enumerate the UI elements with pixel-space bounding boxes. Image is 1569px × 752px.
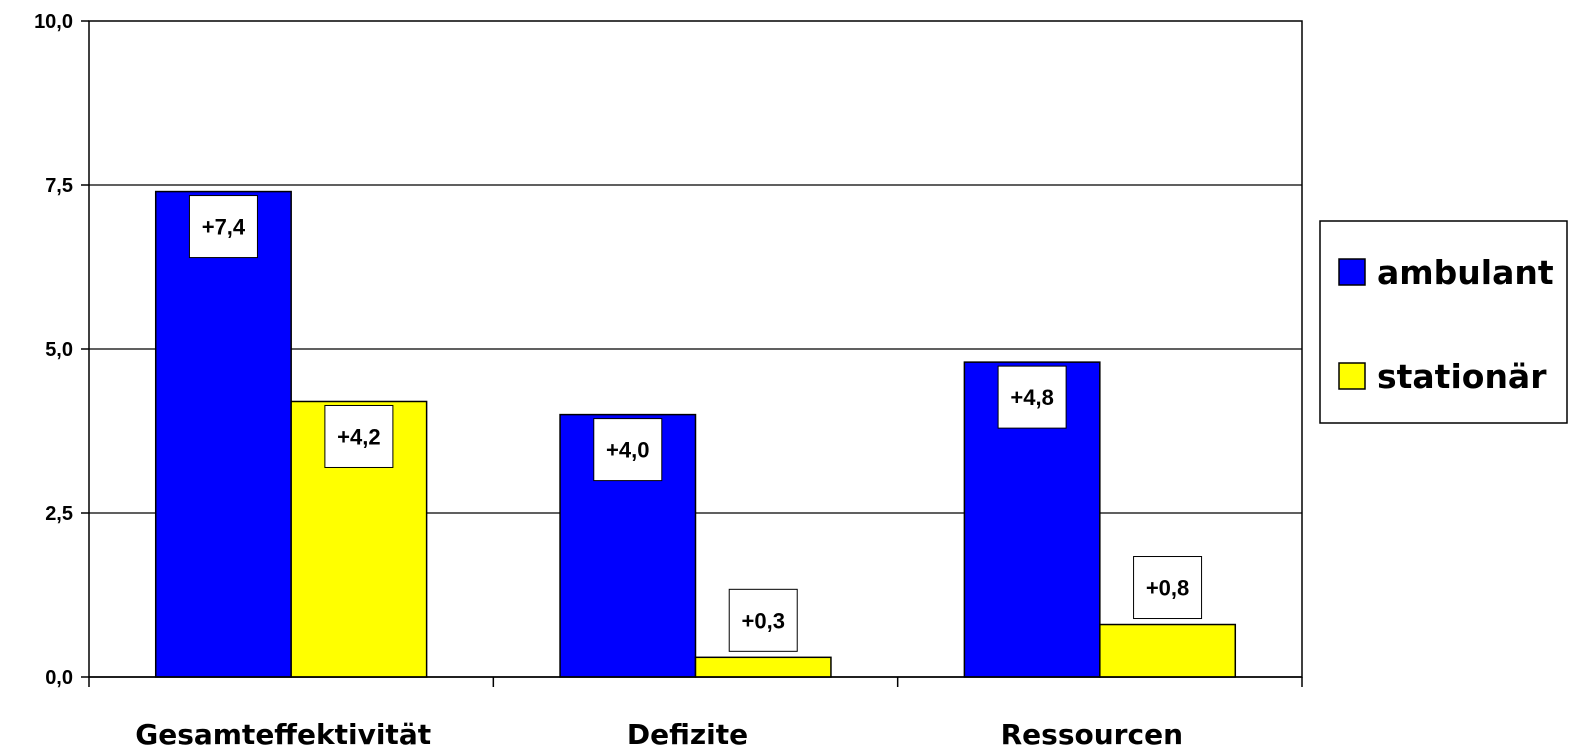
bar-stationär-1 bbox=[694, 656, 832, 678]
bar-ambulant-0 bbox=[154, 190, 292, 678]
bar-stationär-2 bbox=[1099, 623, 1237, 678]
legend-swatch-1 bbox=[1338, 362, 1366, 390]
y-tick-label: 10,0 bbox=[34, 11, 73, 33]
data-label: +7,4 bbox=[202, 215, 246, 240]
legend-label-1: stationär bbox=[1377, 357, 1547, 396]
legend-label-0: ambulant bbox=[1377, 253, 1554, 292]
data-label: +0,3 bbox=[742, 608, 785, 633]
data-label-box bbox=[188, 195, 258, 259]
y-tick-labels: 0,0 2,5 5,0 7,5 10,0 bbox=[34, 11, 73, 689]
y-tick-label: 0,0 bbox=[45, 667, 73, 689]
legend: ambulant stationär bbox=[1319, 220, 1568, 424]
data-label: +0,8 bbox=[1146, 576, 1189, 601]
y-tick-label: 5,0 bbox=[45, 339, 73, 361]
category-labels: Gesamteffektivität Defizite Ressourcen bbox=[135, 718, 1183, 751]
category-label: Ressourcen bbox=[1001, 718, 1183, 751]
y-tick-label: 2,5 bbox=[45, 503, 73, 525]
data-label: +4,2 bbox=[337, 424, 380, 449]
category-label: Defizite bbox=[627, 718, 748, 751]
data-labels: +7,4 +4,2 +4,0 +0,3 +4,8 +0,8 bbox=[188, 195, 1203, 652]
legend-swatch-0 bbox=[1338, 258, 1366, 286]
y-tick-label: 7,5 bbox=[45, 175, 73, 197]
data-label-box bbox=[728, 588, 798, 652]
axes bbox=[81, 20, 1303, 687]
data-label: +4,0 bbox=[606, 438, 649, 463]
data-label-box bbox=[324, 404, 394, 468]
data-label-box bbox=[1133, 556, 1203, 620]
data-label: +4,8 bbox=[1010, 385, 1053, 410]
data-label-box bbox=[593, 418, 663, 482]
category-label: Gesamteffektivität bbox=[135, 718, 431, 751]
data-label-box bbox=[997, 365, 1067, 429]
